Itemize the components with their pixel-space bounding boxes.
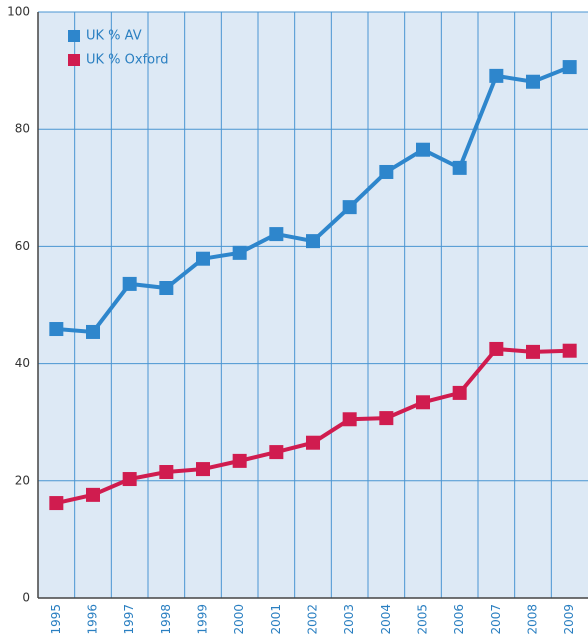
x-tick-label: 2000 — [232, 604, 246, 635]
legend-label: UK % Oxford — [86, 53, 168, 68]
data-point — [306, 435, 320, 450]
x-tick-label: 2007 — [489, 604, 503, 635]
data-point — [159, 281, 174, 296]
y-tick-label: 20 — [15, 473, 30, 487]
data-point — [342, 412, 357, 427]
data-point — [452, 385, 467, 400]
data-point — [196, 462, 210, 477]
data-point — [379, 164, 394, 179]
plot-background — [38, 12, 588, 598]
y-tick-label: 0 — [22, 591, 30, 605]
x-tick-label: 2004 — [379, 604, 393, 635]
x-tick-label: 2009 — [562, 604, 576, 635]
data-point — [86, 487, 100, 502]
x-tick-label: 2001 — [269, 604, 283, 635]
data-point — [526, 74, 540, 89]
y-tick-label: 100 — [7, 5, 30, 19]
data-point — [49, 322, 64, 337]
data-point — [196, 251, 210, 266]
data-point — [269, 227, 284, 242]
legend-swatch — [68, 30, 80, 42]
x-tick-label: 1996 — [86, 604, 100, 635]
data-point — [342, 200, 357, 215]
x-tick-label: 1995 — [49, 604, 63, 635]
data-point — [49, 496, 64, 511]
data-point — [306, 234, 320, 249]
y-tick-label: 80 — [15, 122, 30, 136]
y-tick-label: 40 — [15, 356, 30, 370]
data-point — [489, 341, 504, 356]
data-point — [452, 160, 467, 175]
data-point — [232, 453, 247, 468]
x-tick-label: 2002 — [306, 604, 320, 635]
data-point — [159, 465, 174, 480]
x-tick-label: 2005 — [416, 604, 430, 635]
data-point — [269, 445, 284, 460]
x-tick-label: 1999 — [196, 604, 210, 635]
data-point — [562, 343, 577, 358]
x-tick-label: 1998 — [159, 604, 173, 635]
data-point — [562, 60, 577, 75]
data-point — [526, 344, 540, 359]
data-point — [232, 245, 247, 260]
y-tick-label: 60 — [15, 239, 30, 253]
data-point — [416, 142, 430, 157]
x-tick-label: 1997 — [122, 604, 136, 635]
data-point — [416, 395, 430, 410]
data-point — [122, 276, 137, 291]
x-tick-label: 2006 — [452, 604, 466, 635]
data-point — [379, 411, 394, 426]
x-tick-label: 2003 — [342, 604, 356, 635]
legend-label: UK % AV — [86, 29, 142, 44]
x-tick-label: 2008 — [526, 604, 540, 635]
data-point — [122, 472, 137, 487]
data-point — [86, 324, 100, 339]
data-point — [489, 68, 504, 83]
legend-swatch — [68, 54, 80, 66]
